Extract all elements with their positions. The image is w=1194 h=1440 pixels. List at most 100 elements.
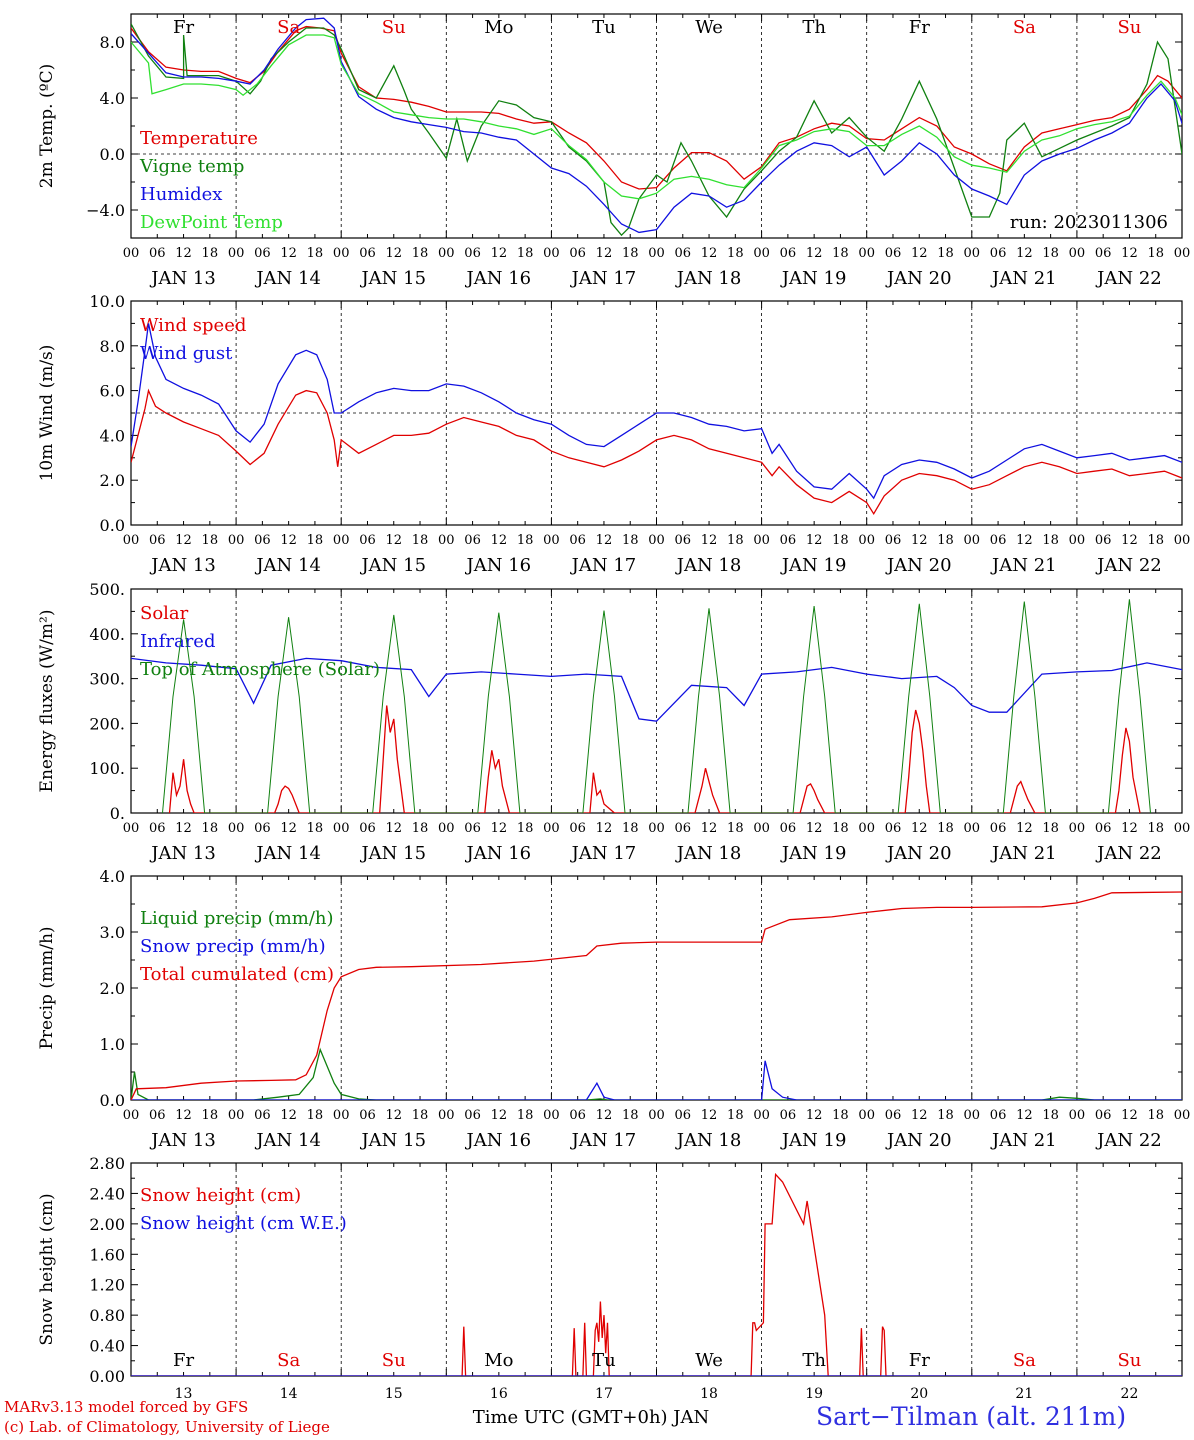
weekday-label: Tu: [592, 17, 616, 38]
hour-label: 12: [1016, 821, 1033, 836]
hour-label: 12: [806, 246, 823, 261]
hour-label: 00: [123, 533, 140, 548]
weekday-label: Th: [802, 1350, 826, 1371]
hour-label: 18: [412, 821, 429, 836]
hour-label: 18: [412, 1108, 429, 1123]
plot-frame: [130, 13, 1183, 239]
y-tick-label: 0.00: [89, 1367, 125, 1386]
weekday-label: Mo: [484, 17, 513, 38]
y-tick-label: 1.20: [89, 1276, 125, 1295]
hour-label: 18: [517, 246, 534, 261]
y-tick-label: 2.80: [89, 1154, 125, 1173]
hour-label: 06: [1095, 533, 1112, 548]
hour-label: 00: [1174, 533, 1191, 548]
y-tick-label: 3.0: [100, 923, 125, 942]
hour-label: 18: [937, 246, 954, 261]
hour-label: 00: [1069, 533, 1086, 548]
hour-label: 12: [596, 246, 613, 261]
hour-label: 12: [1016, 246, 1033, 261]
series-line-total-cumulated-cm-: [131, 891, 1182, 1100]
hour-label: 06: [149, 1108, 166, 1123]
series-line-dewpoint-temp: [131, 34, 1182, 200]
series-line-solar: [168, 705, 1141, 813]
hour-label: 12: [385, 1108, 402, 1123]
hour-label: 18: [517, 1108, 534, 1123]
date-label: JAN 21: [990, 843, 1057, 864]
date-label: JAN 14: [254, 555, 321, 576]
hour-label: 06: [569, 1108, 586, 1123]
hour-label: 00: [333, 821, 350, 836]
y-tick-label: 400.: [89, 625, 125, 644]
hour-label: 18: [307, 821, 324, 836]
y-tick-label: 200.: [89, 714, 125, 733]
hour-label: 06: [254, 533, 271, 548]
hour-label: 00: [228, 1108, 245, 1123]
hour-label: 18: [412, 246, 429, 261]
hour-label: 00: [333, 533, 350, 548]
hour-label: 00: [753, 821, 770, 836]
weekday-label: Fr: [909, 1350, 930, 1371]
hour-label: 06: [464, 533, 481, 548]
hour-label: 00: [648, 1108, 665, 1123]
date-label: JAN 14: [254, 1130, 321, 1151]
date-label: JAN 13: [149, 843, 216, 864]
legend-entry: Humidex: [140, 184, 222, 205]
hour-label: 06: [254, 246, 271, 261]
y-tick-label: 0.40: [89, 1337, 125, 1356]
y-tick-label: 0.0: [100, 145, 125, 164]
legend-entry: Snow precip (mm/h): [140, 936, 326, 957]
legend-entry: Vigne temp: [139, 156, 244, 177]
hour-label: 00: [438, 533, 455, 548]
hour-label: 18: [937, 821, 954, 836]
date-label: JAN 19: [780, 268, 847, 289]
hour-label: 00: [123, 246, 140, 261]
hour-label: 18: [202, 533, 219, 548]
legend-entry: Total cumulated (cm): [140, 964, 334, 985]
y-tick-label: 2.00: [89, 1215, 125, 1234]
hour-label: 12: [175, 246, 192, 261]
date-label: JAN 15: [359, 555, 426, 576]
day-number-label: 22: [1121, 1386, 1139, 1402]
series-line-wind-speed: [131, 388, 1182, 516]
hour-label: 18: [727, 821, 744, 836]
station-name: Sart−Tilman (alt. 211m): [816, 1402, 1127, 1431]
date-label: JAN 18: [675, 268, 742, 289]
credit-line-model: MARv3.13 model forced by GFS: [4, 1398, 249, 1416]
hour-label: 18: [517, 533, 534, 548]
hour-label: 06: [149, 533, 166, 548]
hour-label: 18: [1147, 821, 1164, 836]
hour-label: 18: [307, 533, 324, 548]
date-label: JAN 13: [149, 555, 216, 576]
y-tick-label: 1.60: [89, 1245, 125, 1264]
y-tick-label: 4.0: [100, 426, 125, 445]
hour-label: 00: [543, 1108, 560, 1123]
y-tick-label: 2.40: [89, 1184, 125, 1203]
hour-label: 00: [964, 533, 981, 548]
hour-label: 00: [333, 246, 350, 261]
hour-label: 00: [438, 1108, 455, 1123]
weekday-label: Fr: [173, 17, 194, 38]
weekday-label: We: [695, 1350, 723, 1371]
hour-label: 00: [333, 1108, 350, 1123]
legend-entry: Temperature: [140, 128, 258, 149]
hour-label: 12: [701, 533, 718, 548]
hour-label: 00: [438, 821, 455, 836]
date-label: JAN 17: [570, 1130, 637, 1151]
hour-label: 00: [123, 1108, 140, 1123]
hour-label: 00: [1069, 246, 1086, 261]
hour-label: 18: [1147, 1108, 1164, 1123]
hour-label: 06: [569, 533, 586, 548]
hour-label: 12: [175, 533, 192, 548]
hour-label: 06: [675, 1108, 692, 1123]
date-label: JAN 22: [1095, 555, 1162, 576]
y-tick-label: 0.0: [100, 1091, 125, 1110]
y-tick-label: 4.0: [100, 867, 125, 886]
hour-label: 12: [491, 533, 508, 548]
hour-label: 12: [385, 246, 402, 261]
date-label: JAN 22: [1095, 1130, 1162, 1151]
weekday-label: Su: [382, 1350, 406, 1371]
date-label: JAN 16: [465, 1130, 532, 1151]
hour-label: 00: [964, 821, 981, 836]
hour-label: 06: [149, 821, 166, 836]
